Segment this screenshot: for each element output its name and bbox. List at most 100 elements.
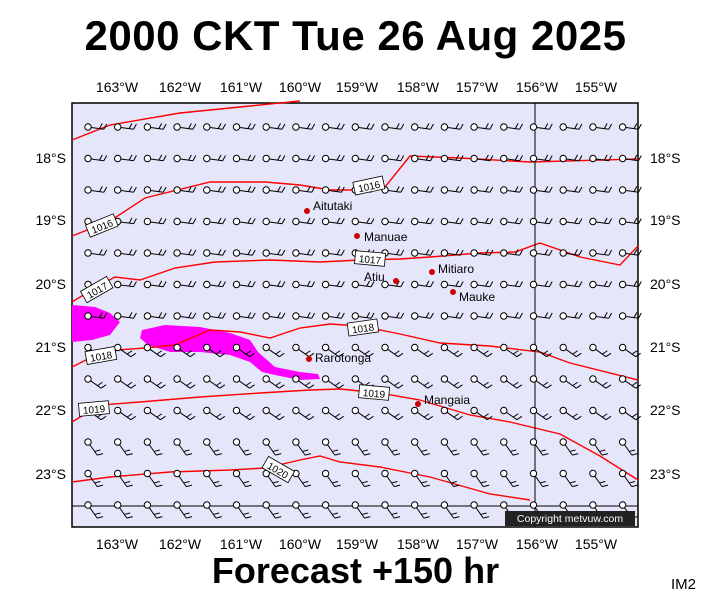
longitude-tick: 160°W bbox=[279, 536, 322, 552]
wind-barb bbox=[381, 154, 405, 163]
isobar-label: 1016 bbox=[352, 175, 386, 196]
wind-barb bbox=[173, 280, 197, 289]
rain-area bbox=[72, 305, 320, 380]
wind-barb bbox=[440, 249, 464, 257]
svg-text:1018: 1018 bbox=[89, 350, 113, 365]
wind-barb bbox=[440, 154, 464, 163]
wind-barb bbox=[84, 123, 108, 131]
wind-barb bbox=[411, 249, 434, 257]
latitude-tick: 21°S bbox=[650, 339, 681, 355]
longitude-tick: 159°W bbox=[336, 536, 379, 552]
wind-barb bbox=[440, 469, 460, 488]
wind-barb bbox=[173, 343, 196, 358]
wind-barb bbox=[411, 186, 434, 194]
place-marker bbox=[450, 289, 456, 295]
wind-barb bbox=[411, 280, 434, 289]
wind-barb bbox=[114, 438, 133, 456]
wind-barb bbox=[143, 501, 163, 519]
wind-barb bbox=[351, 280, 375, 289]
isobar-label: 1019 bbox=[78, 400, 110, 417]
wind-barb bbox=[292, 312, 316, 320]
wind-barb bbox=[440, 343, 463, 358]
wind-barb bbox=[292, 375, 315, 389]
wind-barb bbox=[500, 375, 523, 389]
wind-barb bbox=[232, 312, 256, 320]
wind-barb bbox=[351, 154, 375, 163]
longitude-tick: 156°W bbox=[516, 79, 559, 95]
wind-barb bbox=[618, 406, 641, 421]
svg-text:1016: 1016 bbox=[357, 180, 381, 195]
wind-barb bbox=[292, 501, 312, 519]
wind-barb bbox=[262, 280, 286, 289]
wind-barb bbox=[321, 406, 344, 421]
wind-barb bbox=[203, 469, 222, 488]
wind-barb bbox=[173, 501, 193, 519]
longitude-ticks-top: 163°W 162°W 161°W 160°W 159°W 158°W 157°… bbox=[96, 79, 618, 95]
wind-barb bbox=[381, 312, 405, 320]
wind-barb bbox=[559, 312, 583, 320]
wind-barb bbox=[529, 280, 553, 289]
wind-barb bbox=[84, 312, 108, 320]
wind-barb bbox=[559, 406, 582, 421]
wind-barb bbox=[203, 501, 222, 519]
latitude-tick: 19°S bbox=[650, 212, 681, 228]
place-marker bbox=[304, 208, 310, 214]
wind-barb bbox=[559, 438, 579, 456]
wind-barb bbox=[411, 438, 430, 456]
wind-barb bbox=[351, 343, 374, 358]
latitude-tick: 23°S bbox=[650, 466, 681, 482]
places: Aitutaki Manuae Atiu Mitiaro Mauke Rarot… bbox=[304, 199, 495, 407]
wind-barb bbox=[262, 375, 285, 389]
wind-barb bbox=[470, 438, 490, 456]
wind-barb bbox=[351, 501, 371, 519]
wind-barb bbox=[470, 312, 494, 320]
wind-barb bbox=[381, 406, 404, 421]
latitude-tick: 23°S bbox=[35, 466, 66, 482]
wind-barb bbox=[232, 186, 256, 194]
wind-barb bbox=[529, 217, 553, 226]
wind-barb bbox=[411, 312, 434, 320]
wind-barb bbox=[84, 375, 107, 389]
wind-barb bbox=[292, 186, 316, 194]
wind-barb bbox=[440, 186, 464, 194]
wind-barb bbox=[500, 186, 523, 194]
wind-barb bbox=[232, 154, 256, 163]
wind-barb bbox=[292, 280, 316, 289]
wind-barb bbox=[470, 249, 494, 257]
wind-barb bbox=[114, 280, 137, 289]
wind-barb bbox=[500, 343, 523, 358]
wind-barb bbox=[589, 280, 613, 289]
wind-barb bbox=[262, 186, 286, 194]
wind-barb bbox=[618, 375, 641, 389]
wind-barb bbox=[351, 469, 371, 488]
wind-barb bbox=[232, 469, 252, 488]
copyright-label: Copyright metvuw.com bbox=[517, 513, 623, 525]
longitude-tick: 155°W bbox=[575, 536, 618, 552]
place-label-mauke: Mauke bbox=[459, 290, 495, 304]
wind-barb bbox=[618, 312, 642, 320]
wind-barb bbox=[589, 343, 612, 358]
wind-barb bbox=[500, 123, 523, 131]
longitude-tick: 160°W bbox=[279, 79, 322, 95]
wind-barb bbox=[559, 217, 583, 226]
wind-barb bbox=[321, 280, 345, 289]
wind-barb bbox=[203, 312, 226, 320]
wind-barb bbox=[143, 406, 166, 421]
longitude-tick: 157°W bbox=[456, 536, 499, 552]
wind-barb bbox=[470, 406, 493, 421]
wind-barb bbox=[203, 186, 226, 194]
longitude-tick: 156°W bbox=[516, 536, 559, 552]
longitude-tick: 159°W bbox=[336, 79, 379, 95]
longitude-tick: 162°W bbox=[159, 536, 202, 552]
wind-barb bbox=[114, 343, 137, 358]
wind-barb bbox=[559, 280, 583, 289]
wind-barb bbox=[470, 343, 493, 358]
place-marker bbox=[429, 269, 435, 275]
wind-barb bbox=[589, 154, 613, 163]
longitude-tick: 157°W bbox=[456, 79, 499, 95]
wind-barb bbox=[351, 438, 371, 456]
wind-barb bbox=[143, 469, 163, 488]
wind-barb bbox=[292, 123, 316, 131]
wind-barb bbox=[411, 375, 434, 389]
wind-barb bbox=[500, 280, 523, 289]
